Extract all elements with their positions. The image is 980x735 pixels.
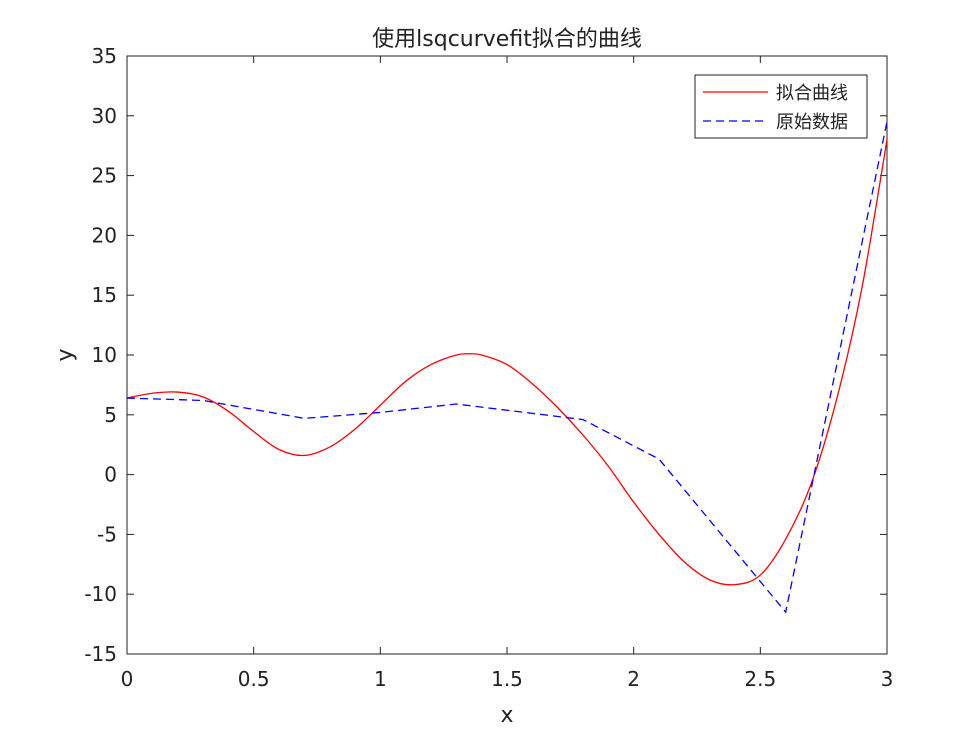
x-tick-label: 1.5 bbox=[491, 667, 523, 691]
y-tick-label: 30 bbox=[92, 104, 117, 128]
x-tick-label: 3 bbox=[881, 667, 894, 691]
ticks: 0 0.5 1 1.5 2 2.5 3 -15 -10 -5 0 5 10 15 20 25 30 35 bbox=[84, 44, 893, 691]
plot-area bbox=[126, 55, 888, 655]
legend-label-fit: 拟合曲线 bbox=[776, 83, 848, 104]
legend: 拟合曲线 原始数据 bbox=[694, 74, 868, 139]
y-tick-label: 20 bbox=[92, 223, 117, 247]
x-tick-label: 0 bbox=[121, 667, 134, 691]
y-tick-label: -10 bbox=[84, 582, 117, 606]
y-tick-label: -5 bbox=[97, 522, 117, 546]
fit-curve-line bbox=[127, 139, 887, 586]
x-tick-label: 1 bbox=[374, 667, 387, 691]
y-tick-label: 35 bbox=[92, 44, 117, 68]
y-tick-label: 15 bbox=[92, 283, 117, 307]
legend-box bbox=[694, 74, 868, 139]
y-axis-label: y bbox=[53, 348, 78, 361]
x-tick-label: 2.5 bbox=[744, 667, 776, 691]
y-tick-label: 5 bbox=[104, 403, 117, 427]
y-tick-label: 0 bbox=[104, 463, 117, 487]
series-layer bbox=[127, 121, 887, 614]
chart-title: 使用lsqcurvefit拟合的曲线 bbox=[372, 27, 642, 52]
x-axis-label: x bbox=[500, 703, 513, 728]
legend-label-raw: 原始数据 bbox=[776, 112, 848, 133]
raw-data-line bbox=[127, 121, 887, 614]
x-tick-label: 0.5 bbox=[238, 667, 270, 691]
y-tick-label: 10 bbox=[92, 343, 117, 367]
y-tick-label: 25 bbox=[92, 164, 117, 188]
x-tick-label: 2 bbox=[627, 667, 640, 691]
y-tick-label: -15 bbox=[84, 642, 117, 666]
